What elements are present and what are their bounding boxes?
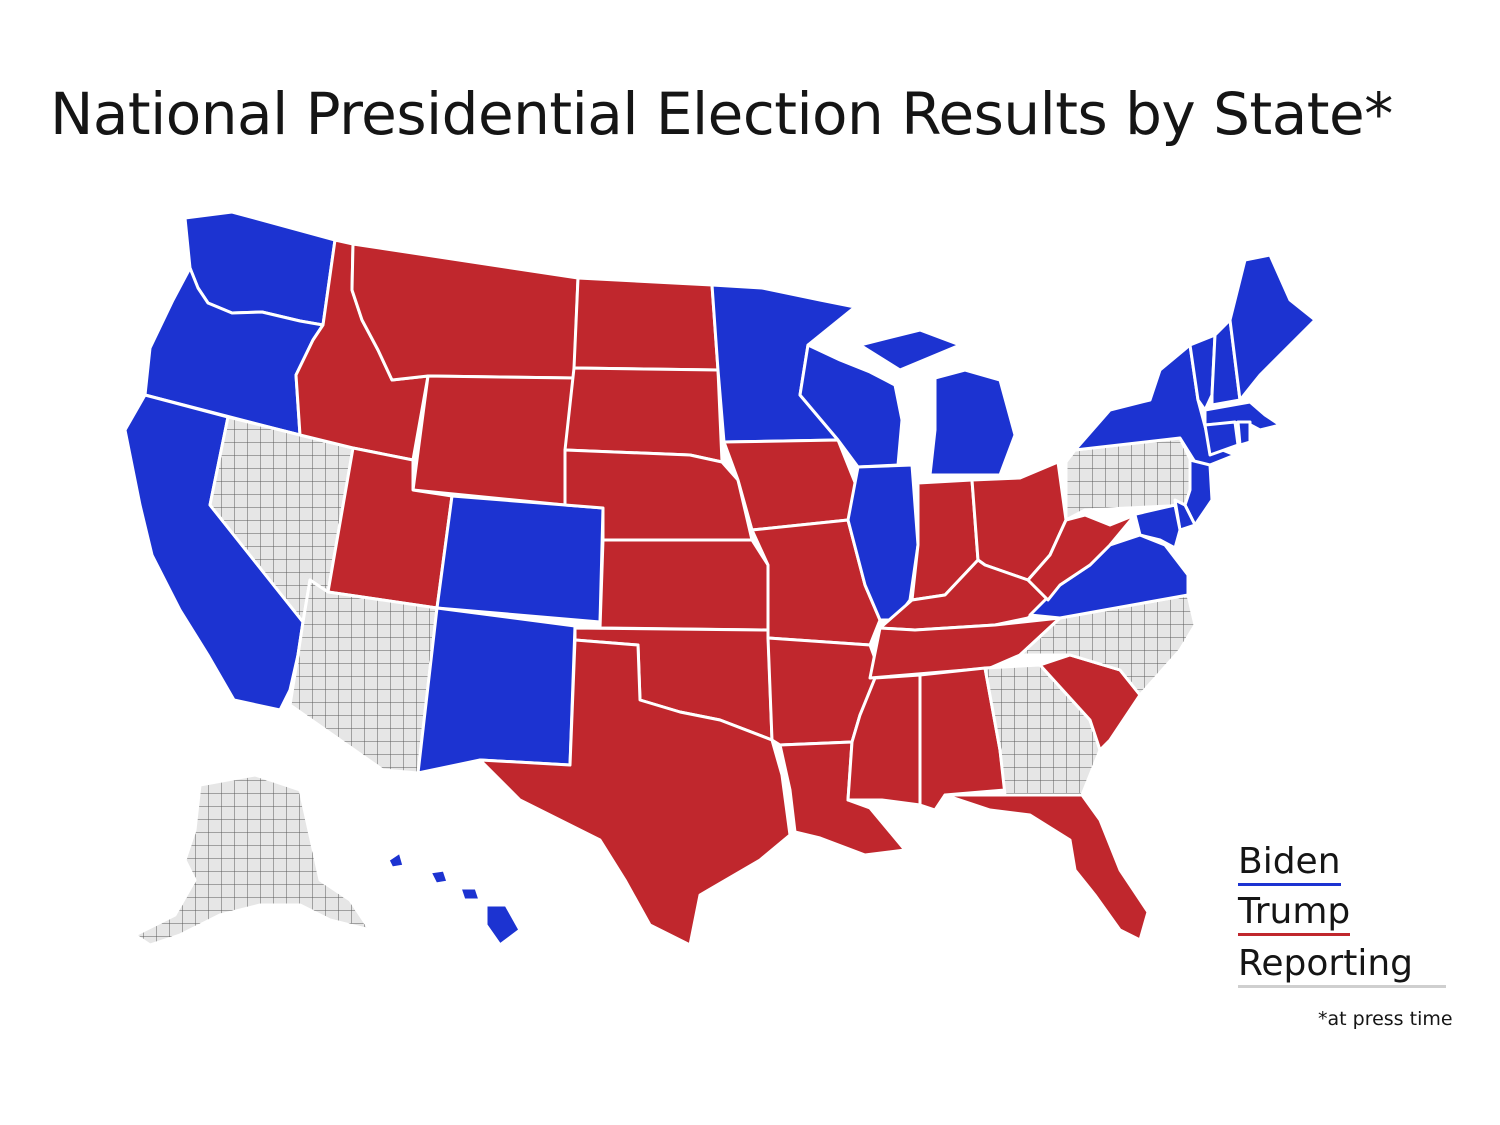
state-ks bbox=[598, 538, 770, 632]
legend-label-biden: Biden bbox=[1238, 841, 1341, 882]
state-ct bbox=[1203, 420, 1240, 457]
legend-underline-trump bbox=[1238, 933, 1351, 936]
footnote: *at press time bbox=[1318, 1008, 1453, 1030]
legend-underline-reporting bbox=[1238, 985, 1446, 988]
state-nh bbox=[1210, 318, 1242, 407]
state-mi bbox=[858, 328, 1017, 477]
legend-label-trump: Trump bbox=[1238, 891, 1351, 932]
legend-label-reporting: Reporting bbox=[1238, 943, 1414, 984]
state-nd bbox=[572, 276, 720, 372]
state-ak bbox=[133, 773, 372, 947]
legend-underline-biden bbox=[1238, 883, 1341, 886]
state-tx bbox=[478, 638, 792, 947]
legend-item-reporting: Reporting bbox=[1238, 944, 1446, 992]
legend-item-trump: Trump bbox=[1238, 891, 1351, 940]
state-nc bbox=[1018, 593, 1197, 697]
state-nm bbox=[416, 606, 577, 775]
state-md bbox=[1108, 503, 1182, 550]
legend-item-biden: Biden bbox=[1238, 842, 1341, 890]
state-me bbox=[1228, 253, 1317, 402]
state-vt bbox=[1188, 333, 1217, 412]
state-co bbox=[435, 494, 605, 624]
state-hi bbox=[386, 850, 522, 947]
state-az bbox=[288, 578, 439, 775]
state-wi bbox=[798, 343, 904, 469]
map-title: National Presidential Election Results b… bbox=[50, 80, 1393, 148]
state-wy bbox=[411, 374, 576, 507]
state-sd bbox=[563, 366, 724, 464]
state-fl bbox=[943, 793, 1150, 942]
state-ri bbox=[1236, 420, 1252, 447]
state-mt bbox=[350, 242, 580, 382]
